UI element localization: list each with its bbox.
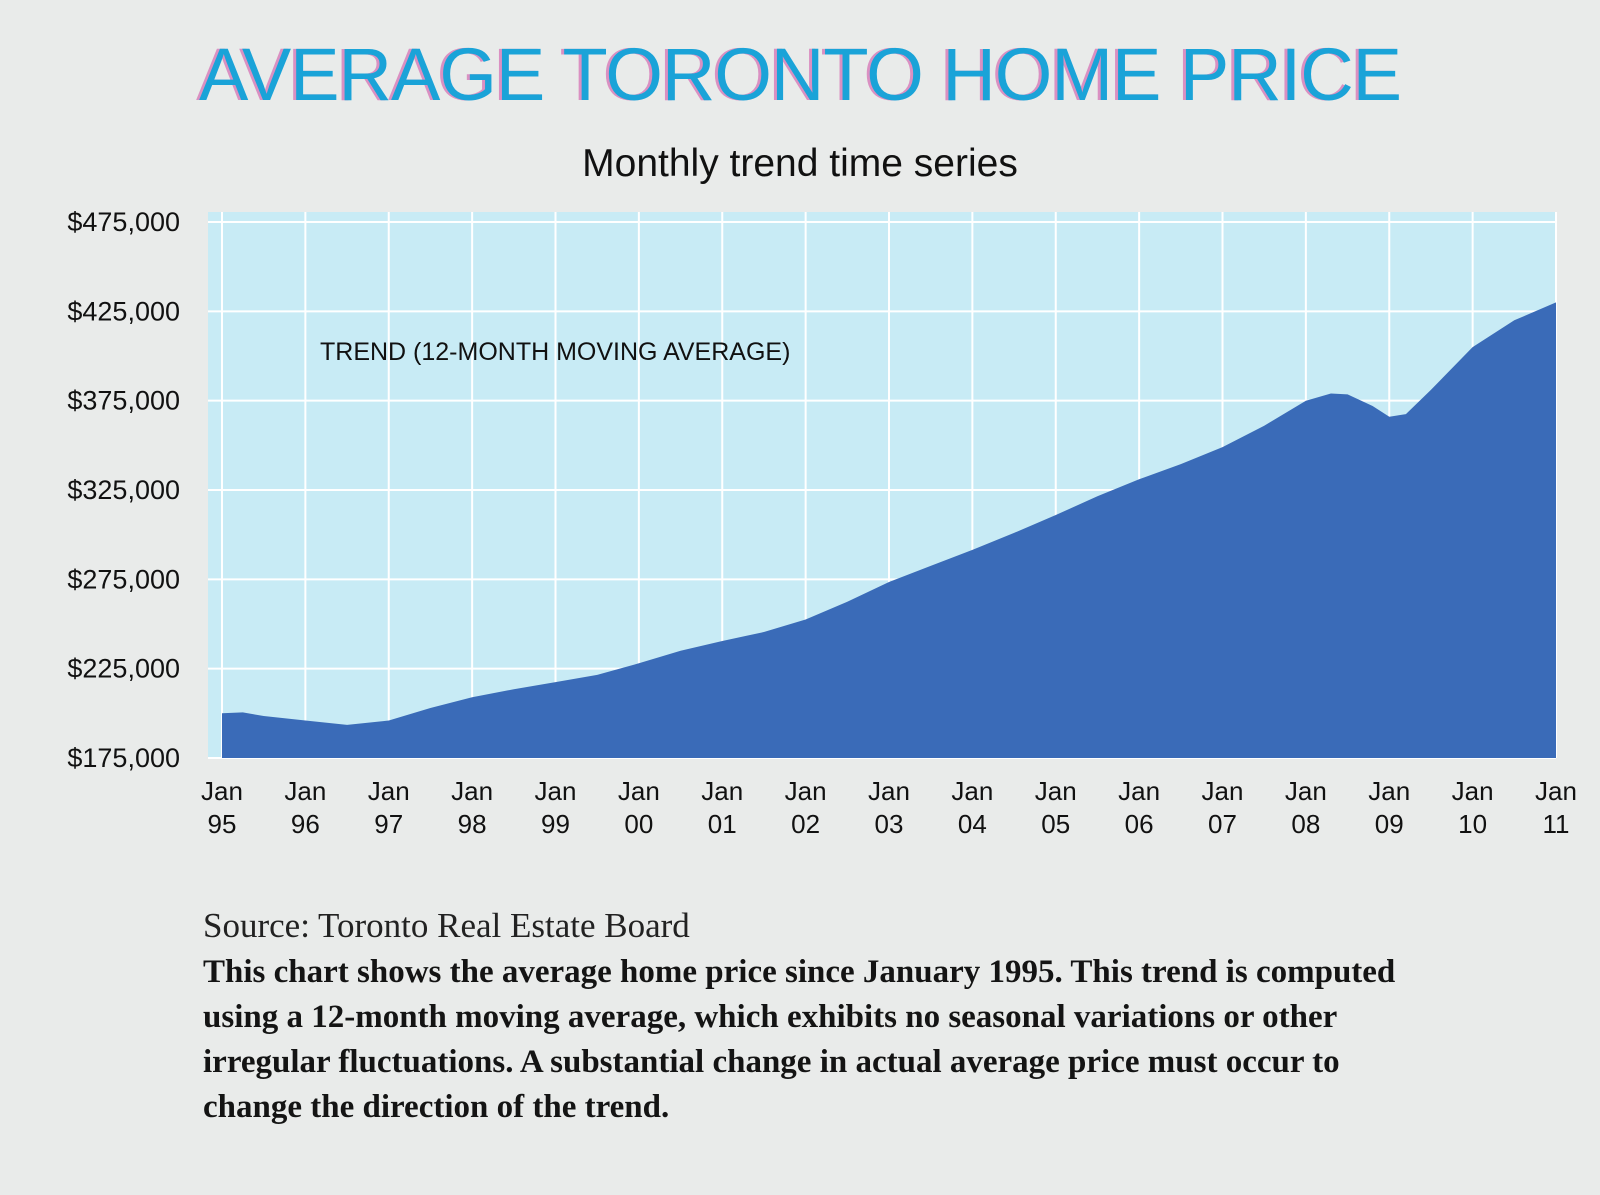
x-axis: Jan 95 Jan 96 Jan 97 Jan 98 Jan 99 Jan 00 Jan 01 Jan 02… — [201, 776, 1577, 839]
y-tick-label: $475,000 — [67, 207, 180, 237]
x-tick-label: Jan 99 — [535, 776, 577, 839]
x-tick-label: Jan 10 — [1452, 776, 1494, 839]
source-note: Source: Toronto Real Estate Board — [203, 906, 690, 945]
y-tick-label: $375,000 — [67, 386, 180, 416]
x-tick-label: Jan 11 — [1535, 776, 1577, 839]
y-axis: $475,000 $425,000 $375,000 $325,000 $275,000… — [67, 207, 180, 773]
x-tick-label: Jan 98 — [451, 776, 493, 839]
x-tick-label: Jan 97 — [368, 776, 410, 839]
x-tick-label: Jan 08 — [1285, 776, 1327, 839]
y-tick-label: $275,000 — [67, 564, 180, 594]
y-tick-label: $225,000 — [67, 654, 180, 684]
x-tick-label: Jan 09 — [1368, 776, 1410, 839]
chart-caption: This chart shows the average home price … — [203, 954, 1396, 1125]
x-tick-label: Jan 01 — [701, 776, 743, 839]
y-tick-label: $175,000 — [67, 743, 180, 773]
x-tick-label: Jan 95 — [201, 776, 243, 839]
y-tick-label: $425,000 — [67, 296, 180, 326]
x-tick-label: Jan 02 — [785, 776, 827, 839]
x-tick-label: Jan 00 — [618, 776, 660, 839]
x-tick-label: Jan 03 — [868, 776, 910, 839]
x-tick-label: Jan 07 — [1202, 776, 1244, 839]
y-tick-label: $325,000 — [67, 475, 180, 505]
x-tick-label: Jan 04 — [951, 776, 993, 839]
trend-area — [222, 302, 1556, 758]
x-tick-label: Jan 05 — [1035, 776, 1077, 839]
x-tick-label: Jan 06 — [1118, 776, 1160, 839]
x-tick-label: Jan 96 — [284, 776, 326, 839]
chart-title: AVERAGE TORONTO HOME PRICE — [198, 33, 1402, 116]
chart-subtitle: Monthly trend time series — [582, 142, 1018, 185]
trend-annotation: TREND (12-MONTH MOVING AVERAGE) — [320, 338, 790, 366]
area-chart: $475,000 $425,000 $375,000 $325,000 $275,000… — [67, 207, 1577, 839]
